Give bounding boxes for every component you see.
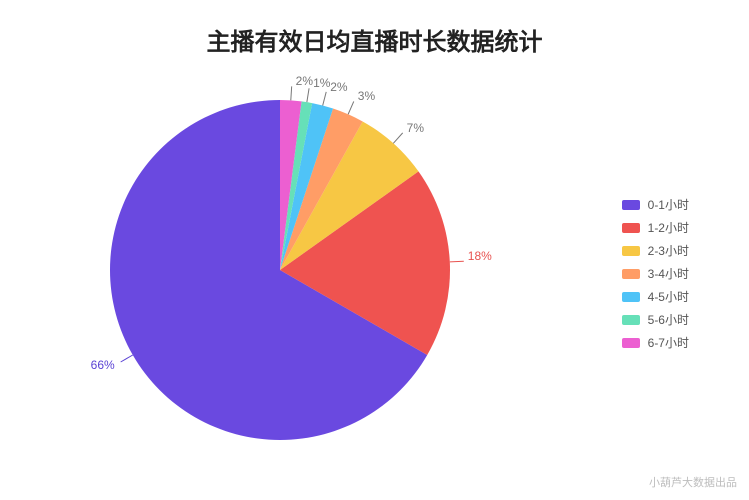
watermark: 小葫芦大数据出品 bbox=[649, 474, 737, 490]
legend-swatch bbox=[622, 223, 640, 233]
legend-swatch bbox=[622, 338, 640, 348]
legend-label: 5-6小时 bbox=[648, 311, 689, 328]
legend-item: 1-2小时 bbox=[622, 219, 689, 236]
slice-label: 7% bbox=[407, 121, 424, 135]
slice-label: 18% bbox=[468, 249, 492, 263]
legend-label: 4-5小时 bbox=[648, 288, 689, 305]
legend-swatch bbox=[622, 246, 640, 256]
legend-label: 6-7小时 bbox=[648, 334, 689, 351]
slice-label: 2% bbox=[330, 80, 347, 94]
legend-swatch bbox=[622, 200, 640, 210]
pie-chart: 66%18%7%3%2%1%2% bbox=[90, 80, 470, 460]
legend-item: 6-7小时 bbox=[622, 334, 689, 351]
legend-label: 0-1小时 bbox=[648, 196, 689, 213]
slice-label: 1% bbox=[313, 76, 330, 90]
legend-item: 2-3小时 bbox=[622, 242, 689, 259]
legend-label: 1-2小时 bbox=[648, 219, 689, 236]
legend-item: 3-4小时 bbox=[622, 265, 689, 282]
legend-swatch bbox=[622, 269, 640, 279]
slice-label: 3% bbox=[358, 89, 375, 103]
legend: 0-1小时 1-2小时 2-3小时 3-4小时 4-5小时 5-6小时 6-7小时 bbox=[622, 190, 689, 357]
legend-swatch bbox=[622, 292, 640, 302]
legend-item: 0-1小时 bbox=[622, 196, 689, 213]
legend-item: 5-6小时 bbox=[622, 311, 689, 328]
slice-label: 66% bbox=[91, 358, 115, 372]
legend-label: 2-3小时 bbox=[648, 242, 689, 259]
legend-label: 3-4小时 bbox=[648, 265, 689, 282]
chart-title: 主播有效日均直播时长数据统计 bbox=[0, 22, 749, 57]
legend-swatch bbox=[622, 315, 640, 325]
slice-label: 2% bbox=[296, 74, 313, 88]
legend-item: 4-5小时 bbox=[622, 288, 689, 305]
